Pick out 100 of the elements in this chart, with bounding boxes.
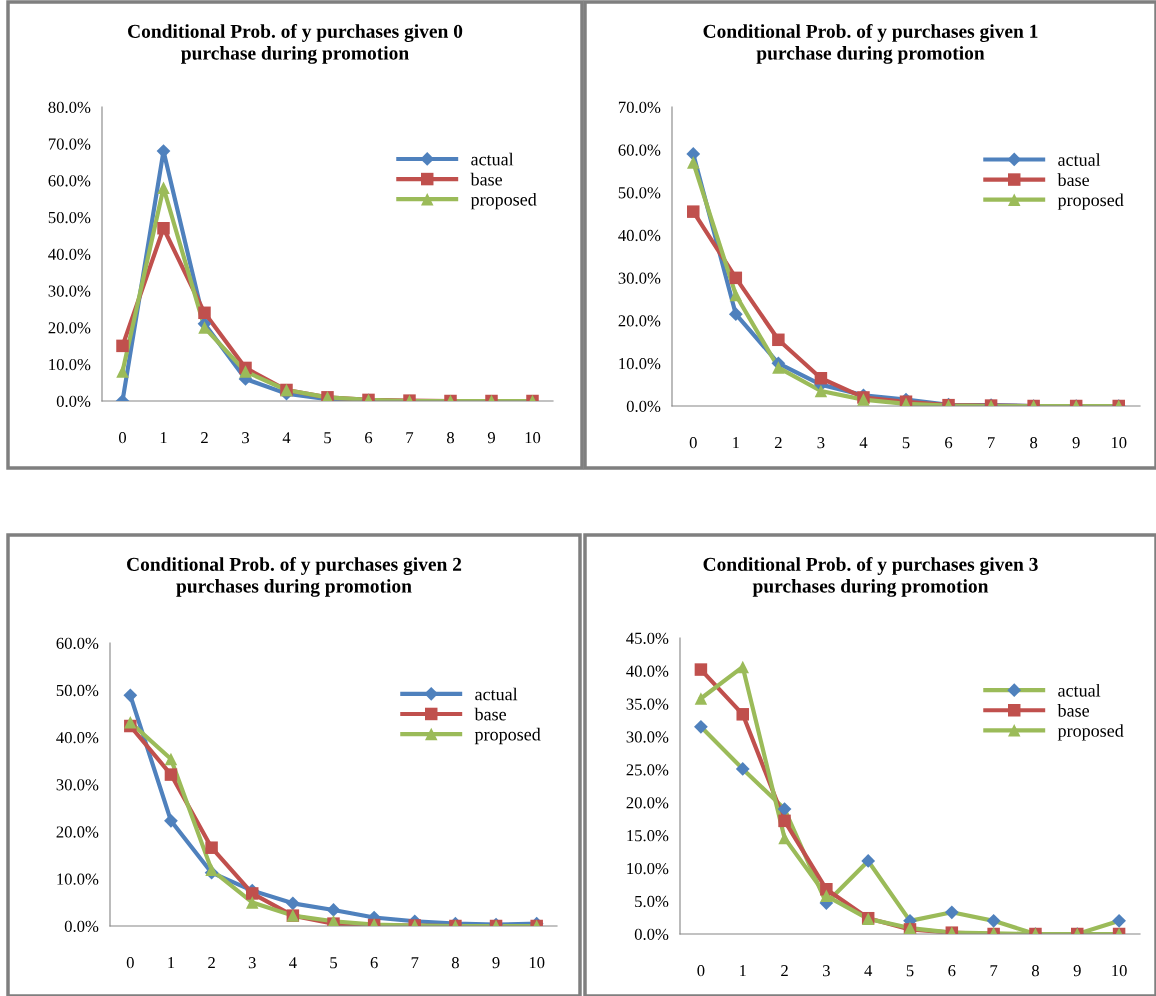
x-tick-label: 5 bbox=[324, 432, 332, 444]
point bbox=[245, 896, 259, 909]
x-tick-label: 4 bbox=[864, 965, 873, 977]
y-tick-label: 45.0% bbox=[626, 632, 669, 645]
x-tick-label: 3 bbox=[822, 965, 830, 977]
point bbox=[778, 814, 791, 828]
point bbox=[116, 339, 129, 353]
point bbox=[1112, 913, 1126, 928]
point bbox=[157, 181, 170, 195]
y-tick-label: 30.0% bbox=[618, 272, 661, 284]
x-tick-label: 7 bbox=[406, 432, 414, 444]
point bbox=[694, 719, 708, 734]
y-tick-label: 0.0% bbox=[64, 920, 99, 933]
y-tick-label: 0.0% bbox=[634, 928, 669, 941]
y-tick-label: 70.0% bbox=[618, 101, 661, 114]
y-tick-label: 10.0% bbox=[57, 873, 99, 885]
x-tick-label: 9 bbox=[1073, 965, 1081, 977]
chart-title: Conditional Prob. of y purchases given 0 purchase during promotion bbox=[128, 24, 463, 64]
point bbox=[814, 384, 828, 398]
y-tick-label: 0.0% bbox=[56, 395, 91, 408]
x-tick-label: 9 bbox=[492, 957, 500, 969]
legend-label: proposed bbox=[1057, 724, 1124, 741]
y-tick-label: 10.0% bbox=[619, 357, 661, 370]
legend-label: actual bbox=[1058, 153, 1101, 166]
x-tick-label: 10 bbox=[1112, 965, 1127, 977]
point bbox=[687, 205, 700, 218]
x-tick-label: 10 bbox=[1111, 437, 1127, 449]
y-tick-label: 40.0% bbox=[56, 732, 99, 744]
x-tick-label: 2 bbox=[781, 965, 788, 977]
point bbox=[326, 903, 341, 917]
point bbox=[123, 688, 138, 703]
point bbox=[157, 222, 170, 235]
point bbox=[686, 147, 701, 161]
y-tick-label: 30.0% bbox=[626, 731, 669, 743]
x-tick-label: 1 bbox=[168, 957, 175, 969]
legend-label: actual bbox=[471, 152, 514, 166]
x-tick-label: 6 bbox=[945, 437, 953, 449]
point bbox=[772, 361, 785, 374]
point bbox=[205, 841, 218, 854]
y-tick-label: 20.0% bbox=[56, 826, 99, 838]
x-tick-label: 0 bbox=[697, 965, 705, 977]
x-tick-label: 7 bbox=[411, 957, 419, 969]
point bbox=[728, 307, 743, 322]
y-tick-label: 40.0% bbox=[618, 229, 661, 242]
y-tick-label: 70.0% bbox=[48, 138, 91, 150]
y-tick-label: 50.0% bbox=[48, 211, 91, 224]
point bbox=[198, 306, 211, 320]
x-tick-label: 7 bbox=[990, 965, 998, 977]
y-tick-label: 60.0% bbox=[48, 175, 91, 187]
x-tick-label: 7 bbox=[988, 437, 995, 449]
point bbox=[694, 692, 708, 705]
x-tick-label: 0 bbox=[118, 432, 127, 444]
x-tick-label: 4 bbox=[289, 957, 297, 969]
legend-label: base bbox=[470, 172, 503, 186]
x-tick-label: 8 bbox=[1031, 965, 1039, 977]
y-tick-label: 20.0% bbox=[626, 797, 669, 809]
x-tick-label: 6 bbox=[365, 432, 373, 444]
point bbox=[778, 831, 791, 845]
x-tick-label: 8 bbox=[446, 432, 455, 444]
y-tick-label: 60.0% bbox=[618, 144, 661, 156]
point bbox=[729, 271, 743, 285]
y-tick-label: 60.0% bbox=[56, 637, 99, 650]
x-tick-label: 5 bbox=[906, 965, 914, 977]
legend-label: base bbox=[1057, 173, 1090, 187]
point bbox=[772, 333, 785, 347]
y-tick-label: 20.0% bbox=[618, 315, 661, 327]
point bbox=[735, 762, 750, 776]
point bbox=[164, 752, 178, 766]
point bbox=[777, 802, 792, 816]
y-tick-label: 30.0% bbox=[56, 779, 99, 791]
x-tick-label: 0 bbox=[689, 437, 697, 449]
y-tick-label: 50.0% bbox=[618, 187, 661, 199]
x-tick-label: 1 bbox=[733, 437, 739, 449]
legend-label: base bbox=[1057, 704, 1090, 717]
legend-label: actual bbox=[1058, 683, 1101, 697]
y-tick-label: 35.0% bbox=[626, 698, 669, 710]
point bbox=[861, 854, 876, 868]
x-tick-label: 6 bbox=[948, 965, 956, 977]
legend-label: proposed bbox=[470, 192, 537, 210]
x-tick-label: 10 bbox=[529, 957, 545, 969]
legend-label: proposed bbox=[474, 727, 541, 745]
x-tick-label: 9 bbox=[1072, 437, 1080, 449]
legend-label: base bbox=[474, 707, 507, 721]
x-tick-label: 3 bbox=[248, 957, 256, 969]
point bbox=[729, 288, 743, 302]
x-tick-label: 6 bbox=[370, 957, 378, 969]
x-tick-label: 4 bbox=[282, 432, 291, 444]
point bbox=[944, 905, 959, 920]
point bbox=[164, 768, 178, 781]
point bbox=[245, 887, 259, 900]
point bbox=[156, 144, 171, 158]
point bbox=[986, 913, 1001, 928]
chart-title: Conditional Prob. of y purchases given 2 purchases during promotion bbox=[127, 557, 462, 597]
y-tick-label: 15.0% bbox=[627, 830, 669, 842]
legend-label: actual bbox=[475, 687, 518, 701]
point bbox=[736, 660, 749, 674]
x-tick-label: 5 bbox=[330, 957, 338, 969]
x-tick-label: 8 bbox=[1030, 437, 1038, 449]
y-tick-label: 25.0% bbox=[626, 764, 669, 776]
point bbox=[285, 896, 300, 911]
